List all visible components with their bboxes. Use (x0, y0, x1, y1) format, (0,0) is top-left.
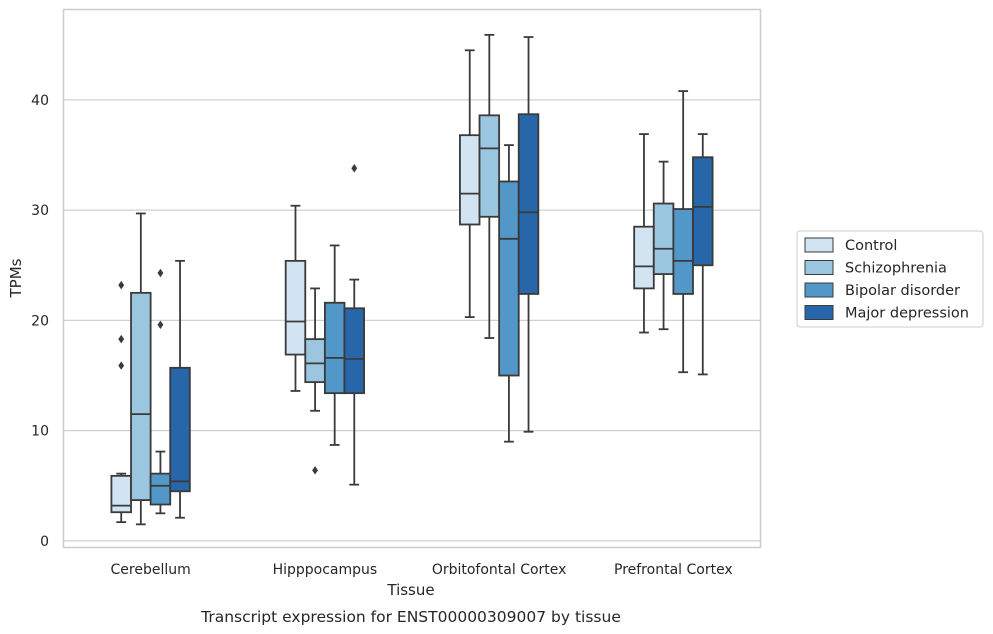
outlier-point (157, 268, 164, 278)
box-iqr (692, 156, 714, 267)
x-tick-label: Cerebellum (111, 562, 191, 578)
x-tick-label: Orbitofontal Cortex (432, 562, 567, 578)
box-iqr (517, 113, 540, 295)
box-iqr (652, 202, 675, 275)
box-iqr (304, 338, 326, 384)
y-tick-label: 10 (31, 424, 49, 440)
box-2-3 (517, 36, 540, 433)
box-0-1 (130, 212, 152, 526)
box-1-0 (284, 204, 307, 392)
legend-swatch (804, 237, 834, 253)
box-iqr (633, 225, 655, 290)
box-iqr (323, 301, 346, 395)
box-iqr (498, 180, 520, 377)
legend-label: Schizophrenia (845, 261, 947, 277)
legend-label: Control (845, 238, 897, 254)
legend-frame (796, 230, 984, 328)
box-0-3 (169, 259, 191, 519)
box-iqr (284, 259, 307, 356)
box-3-2 (672, 90, 694, 374)
x-tick-label: Prefrontal Cortex (614, 562, 733, 578)
box-1-1 (304, 287, 326, 475)
box-iqr (459, 134, 481, 226)
legend-swatch (804, 260, 834, 275)
y-tick-label: 30 (31, 203, 49, 219)
outlier-point (118, 334, 125, 344)
box-3-0 (633, 133, 655, 334)
box-iqr (169, 366, 191, 493)
box-2-0 (459, 49, 481, 318)
box-iqr (149, 472, 172, 506)
outlier-point (312, 466, 319, 475)
outlier-point (118, 280, 125, 290)
box-iqr (343, 307, 365, 395)
box-2-2 (498, 144, 520, 443)
plot-frame (62, 8, 762, 549)
box-3-3 (692, 133, 714, 376)
y-tick-label: 0 (40, 534, 49, 550)
y-tick-label: 40 (31, 93, 49, 109)
figure-caption: Transcript expression for ENST0000030900… (200, 608, 621, 626)
legend-swatch (804, 305, 834, 320)
box-1-3 (343, 164, 365, 486)
boxes (110, 33, 714, 526)
legend: Control Schizophrenia Bipolar disorder Majo… (796, 230, 984, 328)
box-iqr (110, 474, 132, 514)
legend-swatch (804, 282, 834, 298)
outlier-point (118, 361, 125, 370)
x-tick-label: Hipppocampus (273, 562, 378, 578)
box-1-2 (323, 244, 346, 446)
outlier-point (351, 164, 358, 173)
x-tick-labels: Cerebellum Hipppocampus Orbitofontal Corte… (111, 562, 733, 578)
box-iqr (672, 208, 694, 295)
box-3-1 (652, 160, 675, 331)
box-2-1 (478, 33, 501, 339)
box-0-0 (110, 280, 132, 524)
x-axis-label: Tissue (386, 581, 434, 599)
outlier-point (157, 320, 164, 330)
y-tick-label: 20 (31, 313, 49, 329)
y-axis-label: TPMs (7, 258, 25, 298)
legend-label: Major depression (845, 306, 969, 322)
y-tick-labels: 0 10 20 30 40 (31, 93, 49, 550)
box-0-2 (149, 268, 172, 515)
box-iqr (478, 114, 501, 218)
legend-label: Bipolar disorder (845, 283, 960, 299)
box-iqr (130, 291, 152, 501)
